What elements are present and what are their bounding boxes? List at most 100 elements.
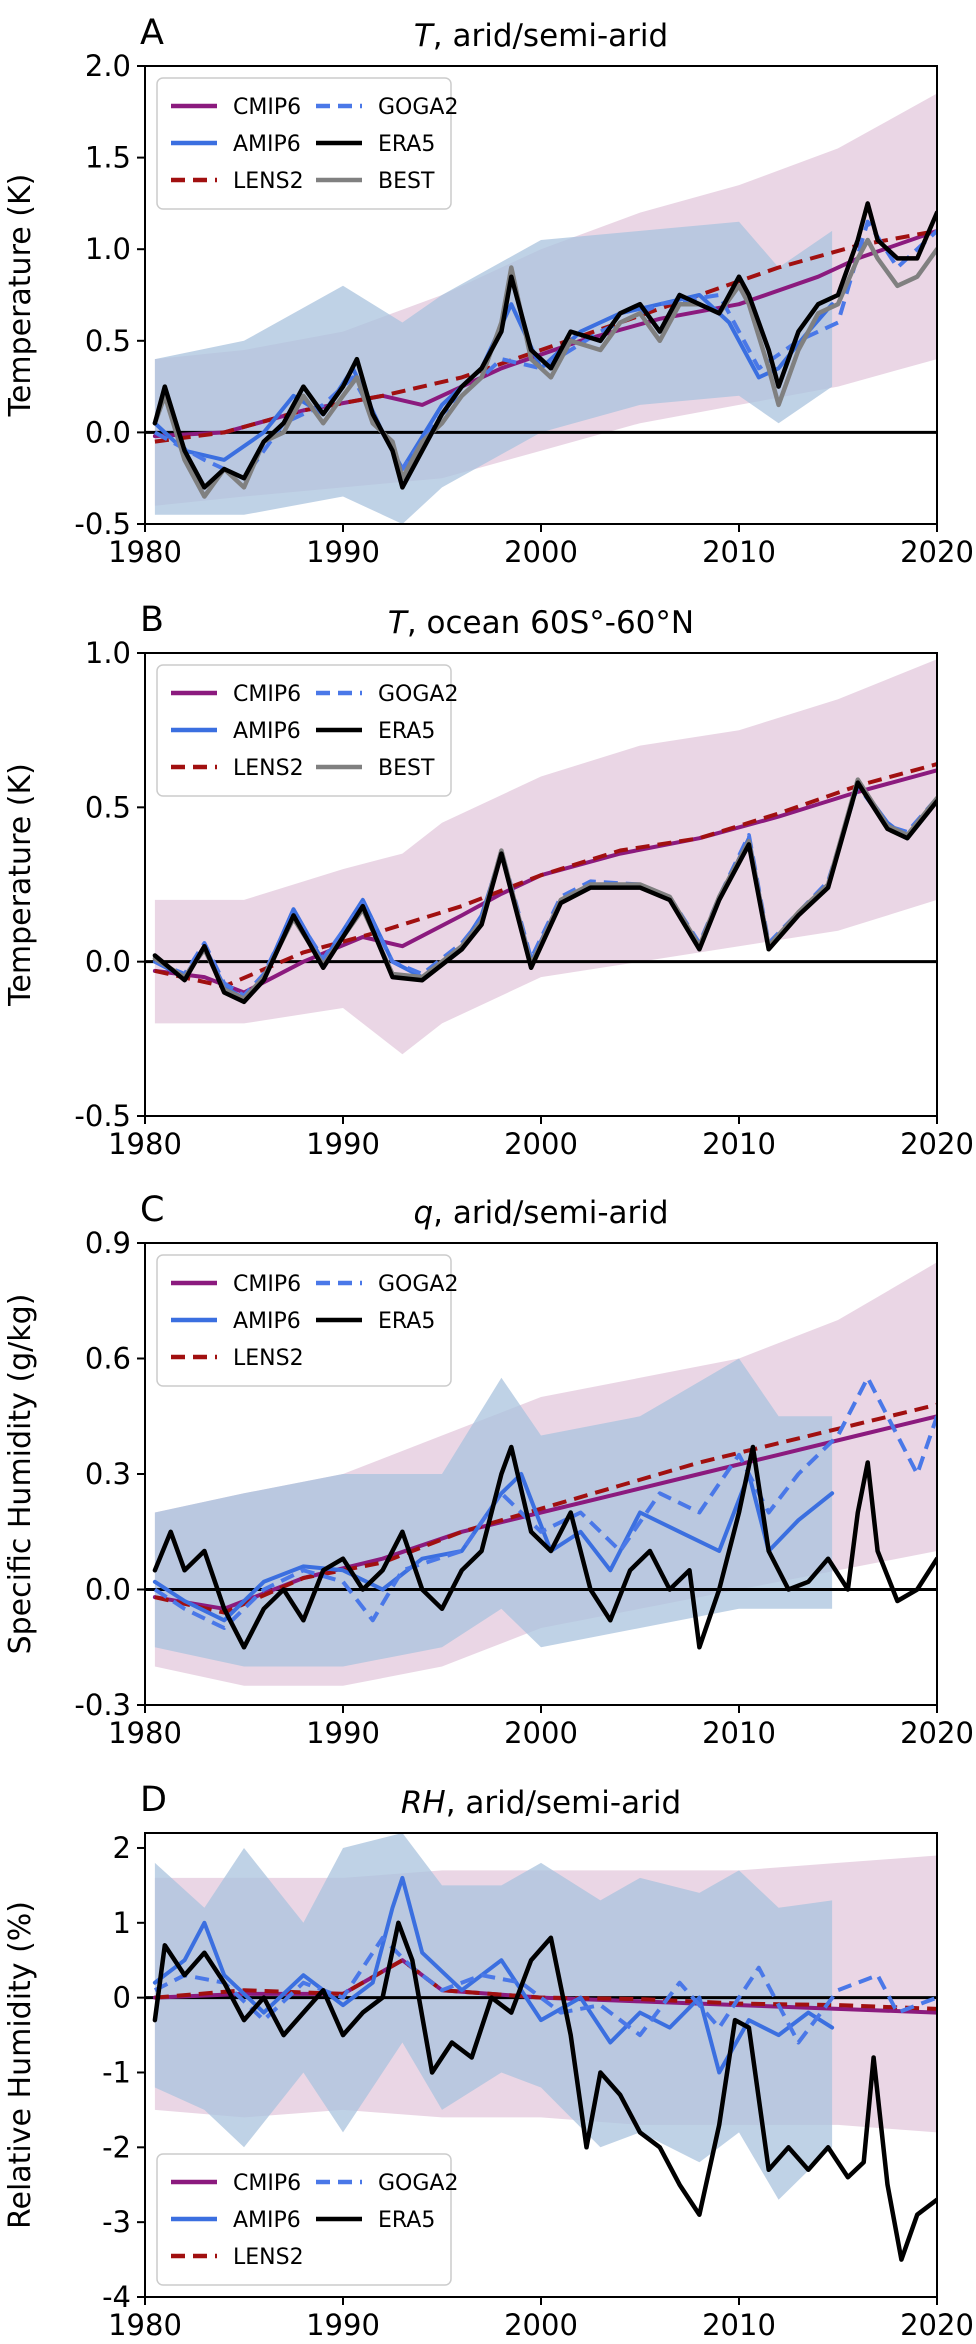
chart-panel-a: 1980 1990 2000 2010 2020 -0.5 0.0 0.5 1.0 1.5 2.0 T…: [3, 13, 974, 569]
legend-label-amip6: AMIP6: [233, 132, 301, 157]
legend-label-cmip6: CMIP6: [233, 2171, 301, 2196]
series-amip6: [152, 1472, 835, 1623]
y-axis-title: Temperature (K): [3, 763, 38, 1007]
y-tick-label: 0.5: [85, 790, 131, 824]
y-axis-title: Temperature (K): [3, 174, 38, 418]
band-cmip6-spread: [154, 659, 937, 1055]
legend-label-goga2: GOGA2: [378, 1272, 458, 1297]
x-tick-label: 1980: [108, 535, 182, 569]
panel-title: q, arid/semi-arid: [413, 1195, 668, 1231]
x-tick-label: 2020: [900, 535, 974, 569]
panel-title: T, arid/semi-arid: [414, 18, 668, 54]
panel-letter: A: [140, 13, 164, 53]
x-tick-label: 1990: [306, 535, 380, 569]
legend-label-amip6: AMIP6: [233, 2208, 301, 2233]
series-lens2: [154, 228, 937, 444]
series-best: [152, 237, 937, 499]
y-tick-label: 0.3: [85, 1457, 131, 1491]
x-tick-label: 2010: [702, 535, 776, 569]
panel-letter: D: [140, 1780, 167, 1820]
series-lens2: [154, 1958, 937, 2011]
y-tick-label: 0.0: [85, 945, 131, 979]
legend-label-best: BEST: [378, 756, 435, 781]
x-tick-label: 2010: [702, 1716, 776, 1750]
x-tick-label: 2010: [702, 1127, 776, 1161]
x-tick-label: 1980: [108, 1716, 182, 1750]
legend-label-cmip6: CMIP6: [233, 1272, 301, 1297]
y-tick-label: -0.5: [74, 507, 131, 541]
series-goga2: [153, 1375, 937, 1630]
x-tick-label: 1990: [306, 1716, 380, 1750]
x-tick-label: 2000: [504, 1716, 578, 1750]
series-lens2: [154, 1402, 937, 1615]
legend-label-cmip6: CMIP6: [233, 682, 301, 707]
chart-panel-d: 1980 1990 2000 2010 2020 -4 -3 -2 -1 0 1 2 Relative …: [3, 1780, 974, 2342]
legend-label-lens2: LENS2: [233, 2245, 304, 2270]
legend-label-era5: ERA5: [378, 719, 435, 744]
legend-label-lens2: LENS2: [233, 169, 304, 194]
y-tick-label: 0.5: [85, 324, 131, 358]
series-era5: [152, 1920, 937, 2262]
x-tick-label: 1980: [108, 2308, 182, 2342]
y-tick-label: 0.6: [85, 1342, 131, 1376]
band-amip6-spread: [154, 1833, 833, 2200]
legend: CMIP6 AMIP6 LENS2 GOGA2 ERA5: [156, 2153, 458, 2286]
legend-label-goga2: GOGA2: [378, 2171, 458, 2196]
legend-label-best: BEST: [378, 169, 435, 194]
x-tick-label: 2000: [504, 1127, 578, 1161]
x-tick-label: 1980: [108, 1127, 182, 1161]
y-axis-title: Specific Humidity (g/kg): [3, 1294, 38, 1655]
chart-panel-c: 1980 1990 2000 2010 2020 -0.3 0.0 0.3 0.6 0.9 Spec…: [3, 1190, 974, 1750]
legend-box: [156, 664, 452, 797]
legend: CMIP6 AMIP6 LENS2 GOGA2 ERA5 BEST: [156, 77, 458, 210]
panel-letter: B: [140, 600, 164, 640]
series-era5: [152, 780, 937, 1005]
y-tick-label: -4: [102, 2280, 131, 2314]
y-tick-label: 1.0: [85, 232, 131, 266]
legend-label-lens2: LENS2: [233, 1346, 304, 1371]
y-tick-label: 0.0: [85, 415, 131, 449]
x-tick-label: 1990: [306, 1127, 380, 1161]
x-tick-label: 2000: [504, 2308, 578, 2342]
x-tick-label: 2020: [900, 1716, 974, 1750]
y-tick-label: 0: [113, 1981, 131, 2015]
y-tick-label: -3: [102, 2205, 131, 2239]
series-cmip6: [152, 1414, 937, 1611]
legend: CMIP6 AMIP6 LENS2 GOGA2 ERA5: [156, 1254, 458, 1387]
legend-label-era5: ERA5: [378, 132, 435, 157]
series-era5: [152, 1444, 937, 1650]
panel-letter: C: [140, 1190, 164, 1230]
x-tick-label: 2020: [900, 2308, 974, 2342]
y-tick-label: -0.5: [74, 1099, 131, 1133]
y-tick-label: 0.9: [85, 1226, 131, 1260]
legend-label-goga2: GOGA2: [378, 682, 458, 707]
legend-label-era5: ERA5: [378, 1309, 435, 1334]
y-tick-label: 1.5: [85, 141, 131, 175]
y-tick-label: 2: [113, 1831, 131, 1865]
y-tick-label: -2: [102, 2130, 131, 2164]
panel-title: RH, arid/semi-arid: [401, 1785, 681, 1821]
x-tick-label: 1990: [306, 2308, 380, 2342]
y-tick-label: 0.0: [85, 1573, 131, 1607]
series-goga2: [153, 1935, 937, 2045]
x-tick-label: 2000: [504, 535, 578, 569]
legend-box: [156, 2153, 452, 2286]
legend-label-amip6: AMIP6: [233, 719, 301, 744]
legend-box: [156, 1254, 452, 1387]
x-tick-label: 2020: [900, 1127, 974, 1161]
y-tick-label: 1: [113, 1906, 131, 1940]
y-tick-label: 2.0: [85, 49, 131, 83]
panel-title: T, ocean 60S°-60°N: [388, 605, 694, 641]
legend-label-goga2: GOGA2: [378, 95, 458, 120]
y-tick-label: 1.0: [85, 636, 131, 670]
y-axis-title: Relative Humidity (%): [3, 1901, 38, 2229]
series-era5: [152, 201, 937, 490]
chart-panel-b: 1980 1990 2000 2010 2020 -0.5 0.0 0.5 1.0 Tempera…: [3, 600, 974, 1161]
series-lens2: [154, 762, 937, 989]
y-tick-label: -1: [102, 2055, 131, 2089]
legend: CMIP6 AMIP6 LENS2 GOGA2 ERA5 BEST: [156, 664, 458, 797]
legend-label-era5: ERA5: [378, 2208, 435, 2233]
legend-box: [156, 77, 452, 210]
x-tick-label: 2010: [702, 2308, 776, 2342]
